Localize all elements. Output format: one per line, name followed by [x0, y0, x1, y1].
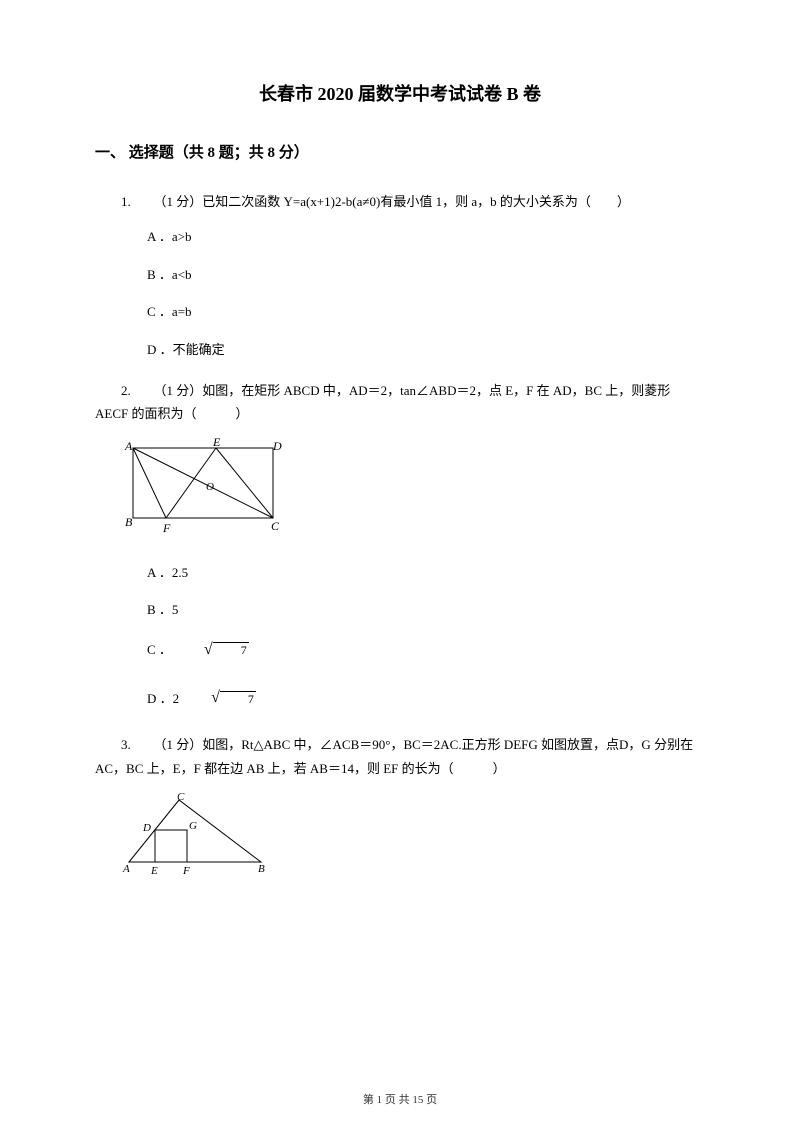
q2-figure: A D B C E F O	[121, 438, 705, 543]
page-footer: 第 1 页 共 15 页	[0, 1091, 800, 1107]
option-label: C ．a=b	[121, 300, 192, 323]
label-a: A	[122, 863, 130, 875]
label-o: O	[206, 481, 214, 493]
label-f: F	[182, 865, 190, 877]
label-e: E	[150, 865, 158, 877]
label-b: B	[258, 863, 265, 875]
label-e: E	[212, 438, 221, 449]
footer-prefix: 第	[363, 1094, 377, 1106]
option-label: A ．a>b	[121, 225, 192, 248]
sqrt-icon: √7	[178, 636, 249, 665]
q1-option-c: C ．a=b	[95, 300, 705, 323]
question-2: 2. （1 分）如图，在矩形 ABCD 中，AD＝2，tan∠ABD＝2，点 E…	[95, 379, 705, 426]
q1-option-a: A ．a>b	[95, 225, 705, 248]
question-1: 1. （1 分）已知二次函数 Y=a(x+1)2-b(a≠0)有最小值 1，则 …	[95, 190, 705, 213]
option-label: C ．	[121, 638, 172, 661]
label-d: D	[272, 439, 282, 453]
q3-figure: A B C D G E F	[121, 792, 705, 882]
footer-total-pages: 15	[412, 1094, 423, 1106]
footer-middle: 页 共	[382, 1094, 412, 1106]
label-c: C	[177, 792, 185, 803]
label-a: A	[124, 439, 133, 453]
q2-option-c: C ． √7	[95, 636, 705, 665]
option-label: D ．不能确定	[121, 338, 225, 361]
page-title: 长春市 2020 届数学中考试试卷 B 卷	[95, 80, 705, 106]
q1-option-b: B ．a<b	[95, 263, 705, 286]
option-label: B ．5	[121, 598, 178, 621]
label-c: C	[271, 519, 280, 533]
option-label: A ．2.5	[121, 561, 188, 584]
q2-option-d: D ．2 √7	[95, 684, 705, 713]
sqrt-icon: √7	[185, 684, 256, 713]
option-label: B ．a<b	[121, 263, 192, 286]
q2-option-a: A ．2.5	[95, 561, 705, 584]
footer-suffix: 页	[423, 1094, 437, 1106]
label-b: B	[125, 515, 133, 529]
label-f: F	[162, 521, 171, 535]
question-3: 3. （1 分）如图，Rt△ABC 中，∠ACB＝90°，BC＝2AC.正方形 …	[95, 733, 705, 780]
q2-option-b: B ．5	[95, 598, 705, 621]
label-d: D	[142, 822, 151, 834]
q1-option-d: D ．不能确定	[95, 338, 705, 361]
option-label: D ．2	[121, 687, 179, 710]
section-heading: 一、 选择题（共 8 题；共 8 分）	[95, 141, 705, 162]
label-g: G	[189, 820, 197, 832]
